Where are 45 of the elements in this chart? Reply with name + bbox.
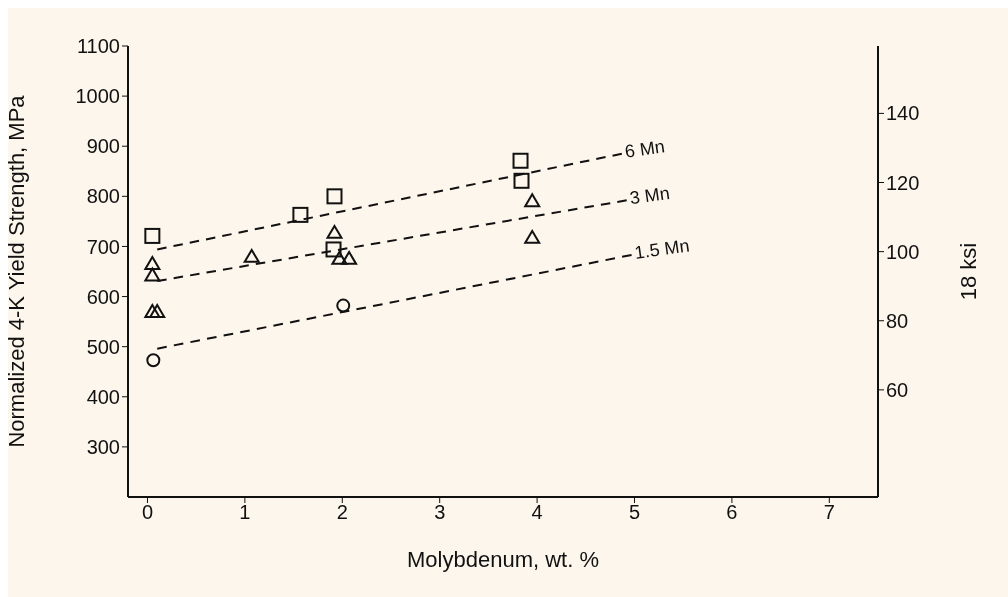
x-tick-label: 5: [628, 501, 641, 524]
x-axis-title: Molybdenum, wt. %: [407, 547, 599, 572]
point: [326, 188, 343, 205]
point: [512, 152, 529, 169]
x-tick-label: 0: [141, 501, 154, 524]
point: [243, 248, 260, 263]
x-tick-label: 2: [336, 501, 348, 524]
point: [144, 304, 161, 318]
y2-tick-label: 100: [886, 240, 920, 263]
text: 6 Mn: [623, 136, 667, 162]
point: [292, 206, 309, 223]
point: [331, 250, 348, 265]
point: [336, 298, 351, 313]
point: [524, 229, 541, 244]
point: [144, 255, 161, 270]
y2-tick-label: 120: [886, 171, 920, 194]
y2-tick-label: 140: [886, 102, 920, 125]
text: 3 Mn: [628, 182, 671, 209]
y-tick-label: 500: [86, 335, 120, 358]
y-tick-label: 900: [86, 135, 120, 158]
x-tick-label: 6: [726, 501, 738, 524]
point: [144, 227, 161, 244]
point: [524, 193, 541, 208]
text: 1.5 Mn: [633, 235, 691, 263]
y-tick-label: 800: [86, 185, 120, 208]
x-tick-label: 1: [239, 501, 251, 524]
y-tick-label: 700: [86, 235, 120, 258]
point: [144, 267, 161, 282]
y-tick-label: 600: [86, 285, 120, 308]
y-tick-label: 300: [86, 435, 120, 458]
y2-tick-label: 60: [886, 378, 909, 401]
point: [326, 224, 343, 239]
point: [513, 172, 530, 189]
y-tick-label: 1000: [75, 85, 120, 108]
y2-tick-label: 80: [886, 309, 909, 332]
y-tick-label: 1100: [76, 35, 120, 58]
point: [149, 304, 166, 318]
x-tick-label: 7: [823, 501, 835, 524]
x-tick-label: 4: [531, 501, 543, 524]
x-tick-label: 3: [434, 501, 446, 524]
point: [341, 250, 358, 265]
y-tick-label: 400: [86, 385, 120, 408]
y2-axis-title: 18 ksi: [955, 242, 981, 301]
y-axis-title: Normalized 4-K Yield Strength, MPa: [3, 94, 29, 448]
point: [146, 353, 161, 368]
